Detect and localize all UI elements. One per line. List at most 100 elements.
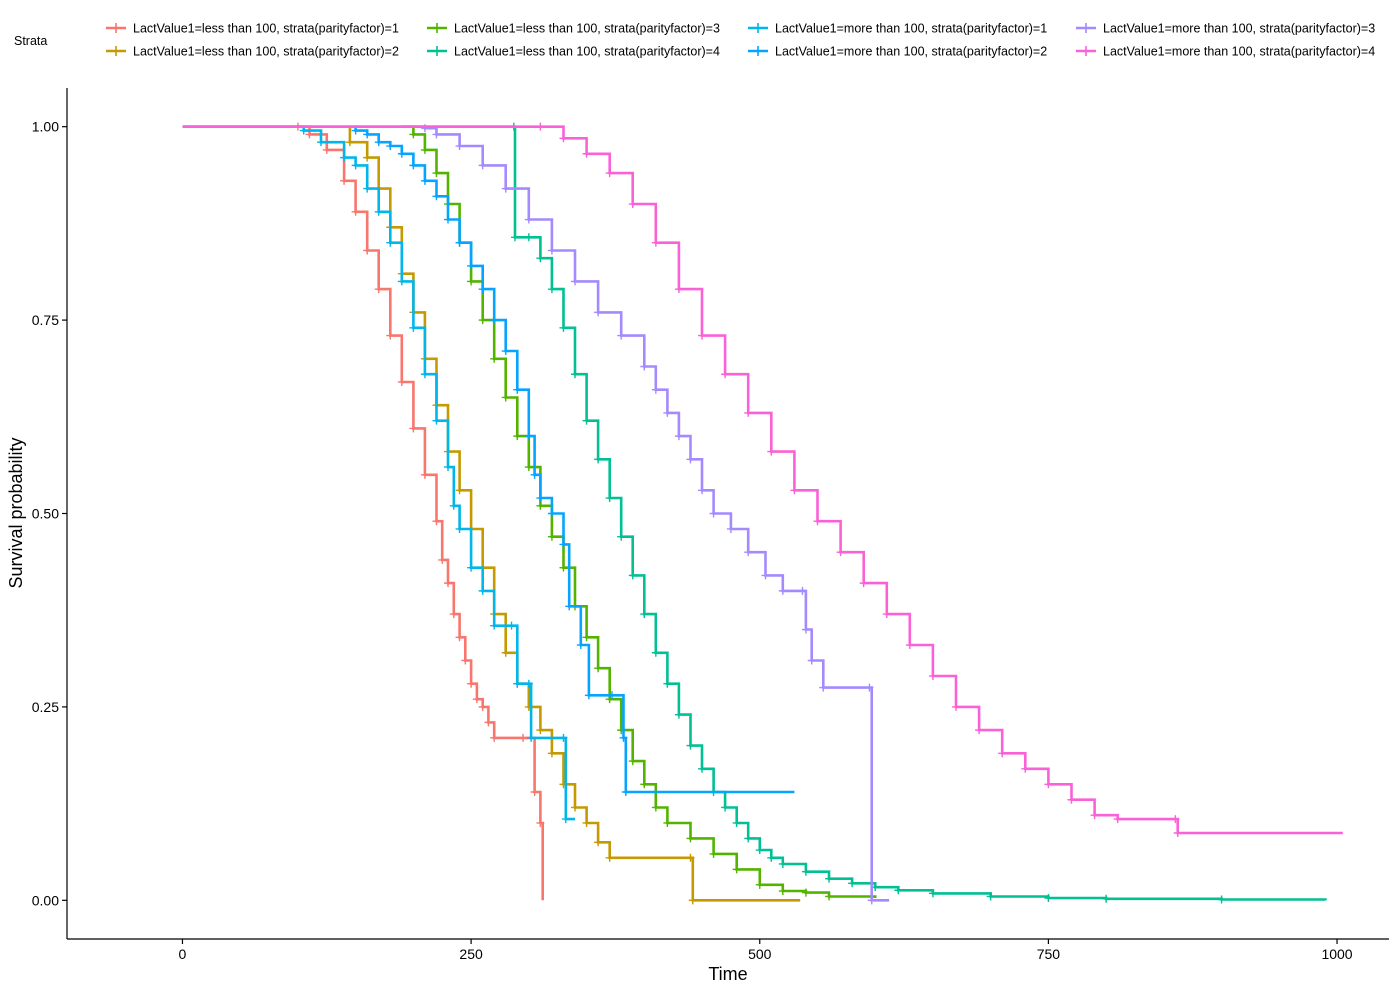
censor-mark	[1090, 811, 1099, 820]
censor-marks-4	[509, 122, 1226, 904]
censor-mark	[674, 285, 683, 294]
censor-mark	[363, 130, 372, 139]
censor-mark	[432, 169, 441, 178]
censor-mark	[409, 161, 418, 170]
censor-mark	[686, 853, 695, 862]
x-tick-label: 250	[459, 946, 483, 962]
censor-mark	[478, 161, 487, 170]
series-line-3	[401, 125, 877, 898]
censor-mark	[513, 679, 522, 688]
legend-key-7	[1076, 23, 1096, 33]
censor-mark	[686, 455, 695, 464]
censor-mark	[594, 308, 603, 317]
censor-mark	[449, 610, 458, 619]
censor-mark	[825, 892, 834, 901]
censor-mark	[801, 867, 810, 876]
series-line-7	[407, 125, 890, 902]
censor-mark	[386, 331, 395, 340]
legend-label-1: LactValue1=less than 100, strata(parityf…	[133, 22, 399, 36]
censor-mark	[640, 362, 649, 371]
censor-mark	[975, 726, 984, 735]
censor-mark	[998, 749, 1007, 758]
censor-mark	[836, 548, 845, 557]
censor-mark	[651, 238, 660, 247]
censor-mark	[813, 517, 822, 526]
censor-mark	[663, 408, 672, 417]
censor-mark	[605, 853, 614, 862]
censor-mark	[524, 233, 533, 242]
x-tick-label: 1000	[1321, 946, 1352, 962]
censor-mark	[952, 702, 961, 711]
censor-mark	[510, 233, 519, 242]
censor-marks-7	[420, 124, 876, 905]
censor-mark	[420, 176, 429, 185]
censor-mark	[867, 896, 876, 905]
censor-mark	[455, 524, 464, 533]
censor-mark	[819, 683, 828, 692]
censor-mark	[467, 261, 476, 270]
censor-mark	[576, 641, 585, 650]
censor-mark	[455, 486, 464, 495]
censor-mark	[594, 455, 603, 464]
censor-marks-2	[345, 138, 697, 905]
censor-mark	[397, 377, 406, 386]
censor-mark	[449, 501, 458, 510]
censor-mark	[432, 130, 441, 139]
legend-key-3	[427, 23, 447, 33]
series-line-1	[182, 125, 544, 901]
censor-mark	[547, 509, 556, 518]
censor-mark	[374, 138, 383, 147]
legend-label-6: LactValue1=more than 100, strata(parityf…	[775, 45, 1047, 59]
censor-mark	[732, 865, 741, 874]
censor-mark	[790, 486, 799, 495]
y-tick-label: 0.75	[32, 312, 59, 328]
censor-mark	[536, 494, 545, 503]
censor-mark	[617, 532, 626, 541]
x-ticks: 0 250 500 750 1000	[179, 939, 1353, 962]
censor-mark	[628, 200, 637, 209]
censor-mark	[536, 818, 545, 827]
legend-label-2: LactValue1=less than 100, strata(parityf…	[133, 45, 399, 59]
censor-mark	[605, 169, 614, 178]
censor-mark	[744, 834, 753, 843]
censor-mark	[688, 896, 697, 905]
censor-mark	[524, 463, 533, 472]
censor-mark	[651, 803, 660, 812]
censor-mark	[628, 757, 637, 766]
censor-mark	[744, 548, 753, 557]
y-tick-label: 1.00	[32, 119, 59, 135]
x-tick-label: 750	[1037, 946, 1061, 962]
censor-mark	[709, 849, 718, 858]
censor-mark	[663, 679, 672, 688]
censor-mark	[397, 149, 406, 158]
censor-mark	[513, 385, 522, 394]
censor-mark	[905, 641, 914, 650]
censor-mark	[455, 238, 464, 247]
censor-mark	[778, 586, 787, 595]
censor-mark	[409, 130, 418, 139]
censor-mark	[490, 316, 499, 325]
censor-mark	[801, 625, 810, 634]
censor-mark	[1113, 815, 1122, 824]
legend-label-7: LactValue1=more than 100, strata(parityf…	[1103, 22, 1375, 36]
censor-mark	[801, 888, 810, 897]
censor-mark	[698, 331, 707, 340]
censor-mark	[721, 370, 730, 379]
censor-mark	[686, 741, 695, 750]
censor-mark	[322, 145, 331, 154]
censor-mark	[584, 691, 593, 700]
y-tick-label: 0.00	[32, 892, 59, 908]
legend-key-8	[1076, 46, 1096, 56]
censor-mark	[561, 815, 570, 824]
censor-mark	[605, 494, 614, 503]
legend-label-8: LactValue1=more than 100, strata(parityf…	[1103, 45, 1375, 59]
censor-mark	[1067, 795, 1076, 804]
censor-mark	[651, 385, 660, 394]
censor-mark	[363, 153, 372, 162]
censor-mark	[1044, 780, 1053, 789]
censor-mark	[698, 764, 707, 773]
censor-mark	[807, 656, 816, 665]
censor-marks-6	[351, 126, 630, 797]
legend-key-4	[427, 46, 447, 56]
censor-mark	[986, 892, 995, 901]
